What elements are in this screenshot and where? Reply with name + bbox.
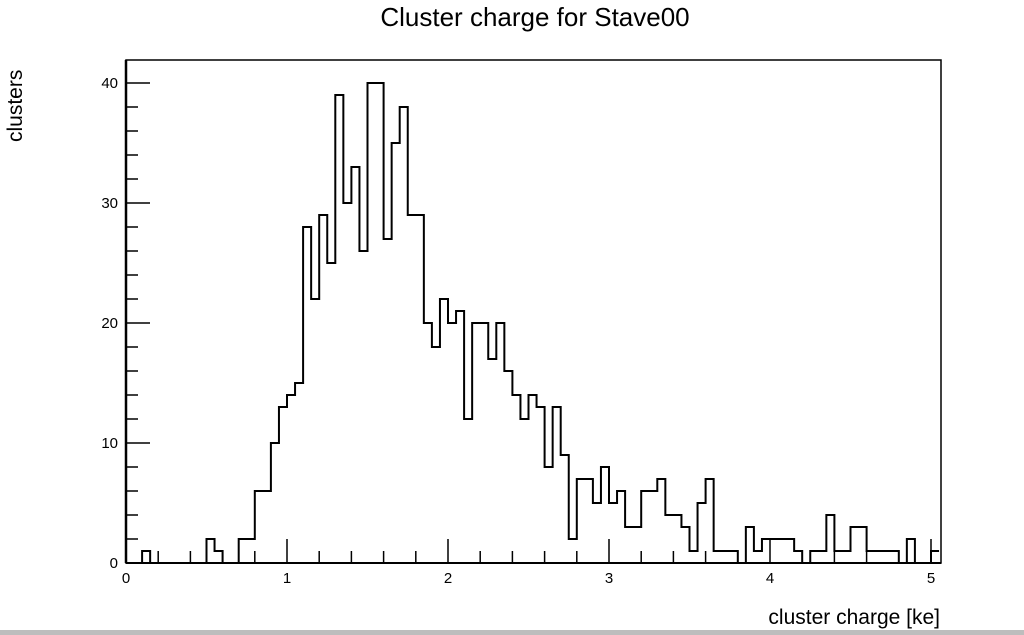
x-tick-label: 0 bbox=[122, 570, 130, 587]
y-axis: 0 10 20 30 40 bbox=[101, 60, 150, 572]
x-axis: 0 1 2 3 4 5 bbox=[122, 539, 941, 587]
x-axis-label: cluster charge [ke] bbox=[768, 606, 940, 629]
y-tick-label: 10 bbox=[101, 435, 118, 452]
window-bottom-edge bbox=[0, 630, 1024, 635]
x-tick-label: 1 bbox=[283, 570, 291, 587]
y-tick-label: 40 bbox=[101, 75, 118, 92]
histogram-line bbox=[126, 82, 940, 564]
plot-frame bbox=[125, 59, 942, 564]
y-tick-label: 30 bbox=[101, 195, 118, 212]
x-tick-label: 5 bbox=[927, 570, 935, 587]
y-tick-label: 20 bbox=[101, 315, 118, 332]
y-tick-label: 0 bbox=[110, 555, 118, 572]
x-tick-label: 4 bbox=[766, 570, 774, 587]
chart-title: Cluster charge for Stave00 bbox=[380, 2, 690, 32]
x-tick-label: 2 bbox=[444, 570, 452, 587]
x-tick-label: 3 bbox=[605, 570, 613, 587]
